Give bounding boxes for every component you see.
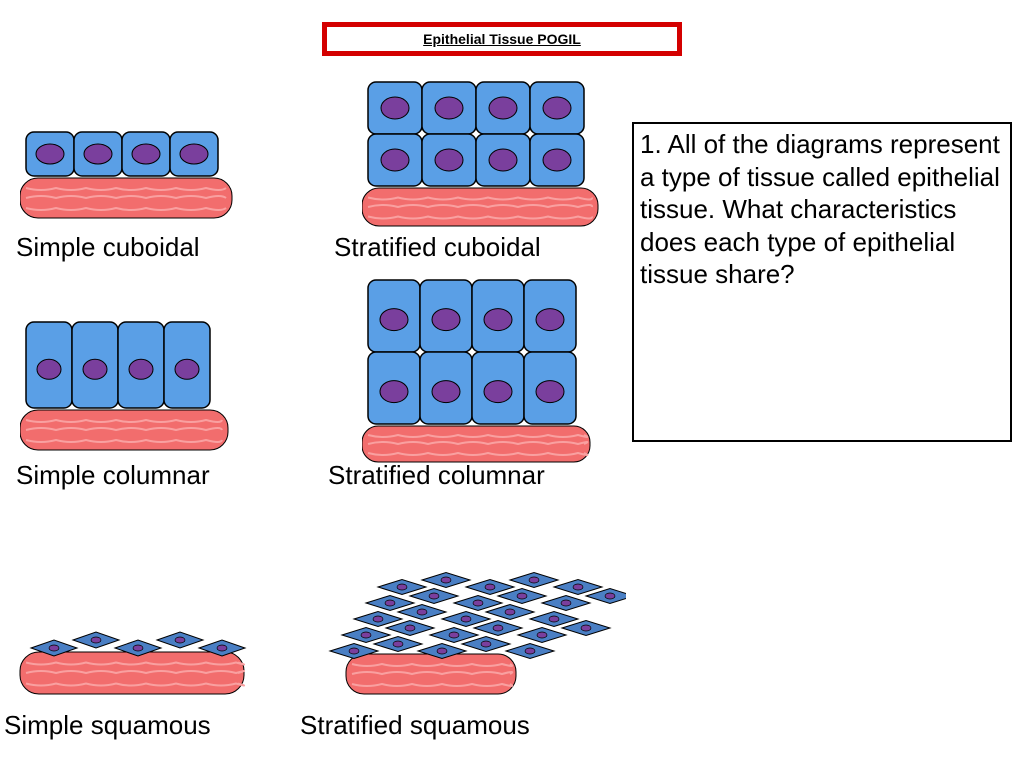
title-text: Epithelial Tissue POGIL	[423, 31, 581, 47]
diagram-stratified-squamous	[316, 556, 626, 706]
diagram-simple-cuboidal	[20, 130, 250, 226]
diagram-stratified-columnar	[362, 278, 602, 466]
label-simple-columnar: Simple columnar	[16, 460, 210, 491]
diagram-simple-squamous	[14, 610, 264, 700]
question-box: 1. All of the diagrams represent a type …	[632, 122, 1012, 442]
label-stratified-cuboidal: Stratified cuboidal	[334, 232, 541, 263]
question-text: 1. All of the diagrams represent a type …	[640, 129, 1000, 289]
label-simple-cuboidal: Simple cuboidal	[16, 232, 200, 263]
diagram-stratified-cuboidal	[362, 80, 612, 230]
label-stratified-columnar: Stratified columnar	[328, 460, 545, 491]
diagram-simple-columnar	[20, 320, 240, 454]
label-stratified-squamous: Stratified squamous	[300, 710, 530, 741]
page-title: Epithelial Tissue POGIL	[322, 22, 682, 56]
label-simple-squamous: Simple squamous	[4, 710, 211, 741]
